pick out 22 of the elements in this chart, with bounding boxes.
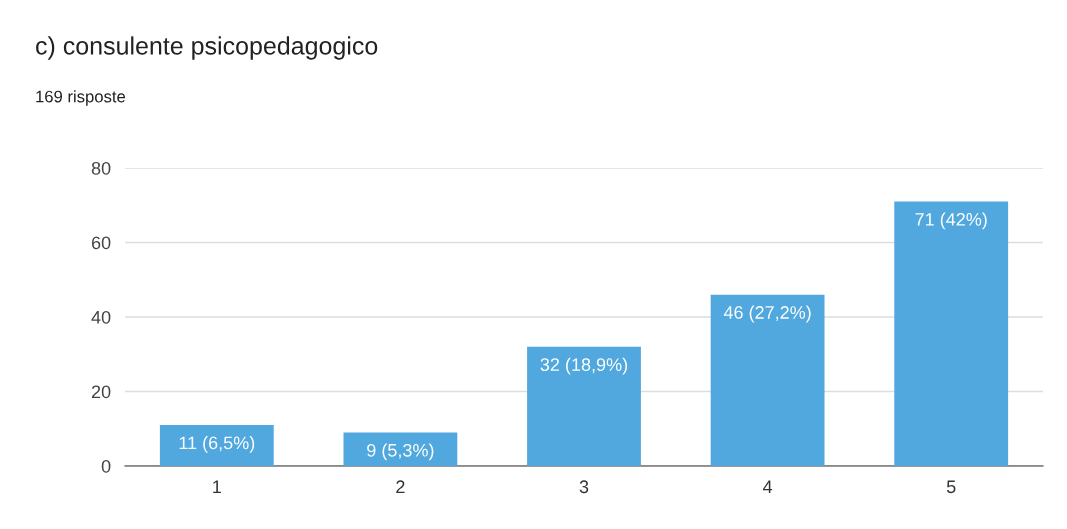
x-tick-label: 5: [946, 480, 956, 494]
y-tick-label: 60: [91, 236, 111, 250]
bar: [894, 201, 1009, 466]
data-label: 9 (5,3%): [367, 443, 434, 461]
data-label: 71 (42%): [915, 212, 987, 230]
bar: [159, 425, 274, 466]
bar: [527, 346, 641, 466]
chart-subtitle: 169 risposte: [36, 90, 126, 106]
chart-title: c) consulente psicopedagogico: [36, 36, 378, 60]
bar: [343, 432, 458, 466]
x-tick-label: 3: [579, 480, 589, 494]
x-tick-label: 2: [396, 480, 405, 493]
y-tick-label: 20: [91, 385, 111, 399]
y-tick-label: 80: [91, 161, 111, 175]
data-label: 46 (27,2%): [723, 305, 811, 323]
data-label: 32 (18,9%): [540, 357, 628, 375]
data-label: 11 (6,5%): [179, 435, 255, 453]
x-tick-label: 1: [213, 480, 221, 493]
x-tick-label: 4: [762, 480, 773, 493]
bar: [710, 294, 825, 466]
y-tick-label: 40: [91, 310, 111, 324]
y-tick-label: 0: [101, 459, 111, 473]
